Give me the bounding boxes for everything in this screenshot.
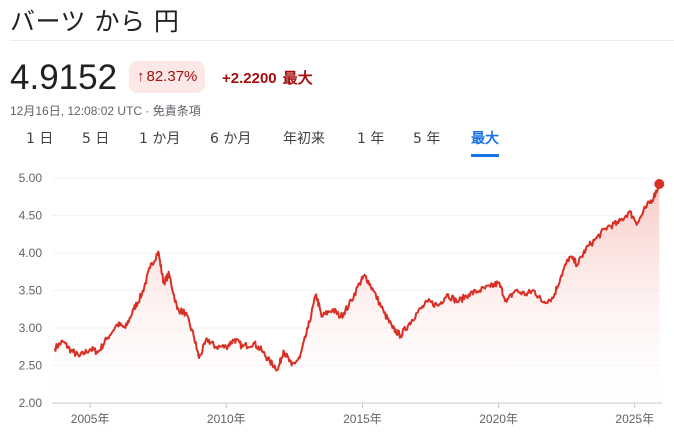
tab-max[interactable]: 最大: [471, 128, 499, 157]
y-tick-label: 2.00: [19, 396, 43, 410]
current-value-marker: [654, 179, 665, 189]
current-price: 4.9152: [10, 58, 118, 97]
timestamp-disclaimer[interactable]: 12月16日, 12:08:02 UTC · 免責条項: [10, 104, 201, 118]
tab-5-year[interactable]: 5 年: [413, 131, 441, 147]
y-tick-label: 2.50: [19, 359, 43, 373]
y-tick-label: 3.00: [19, 321, 43, 335]
change-absolute: +2.2200 最大: [222, 67, 313, 88]
x-tick-label: 2025年: [615, 412, 654, 426]
x-tick-label: 2010年: [207, 412, 246, 426]
time-range-tabs: 1 日 5 日 1 か月 6 か月 年初来 1 年 5 年 最大: [0, 128, 674, 157]
series-line: [53, 183, 661, 372]
y-tick-label: 5.00: [19, 171, 43, 185]
change-percent-badge: ↑ 82.37%: [129, 61, 206, 93]
tab-1-year[interactable]: 1 年: [357, 131, 385, 147]
y-tick-label: 4.00: [19, 246, 43, 260]
tab-6-month[interactable]: 6 か月: [210, 131, 252, 147]
tab-1-month[interactable]: 1 か月: [139, 131, 181, 147]
page-title: バーツ から 円: [10, 7, 180, 36]
change-period: 最大: [282, 70, 313, 87]
x-tick-label: 2015年: [343, 412, 382, 426]
y-tick-label: 3.50: [19, 284, 43, 298]
tab-1-day[interactable]: 1 日: [26, 131, 54, 147]
change-value: +2.2200: [222, 70, 277, 87]
exchange-rate-chart[interactable]: 5.00 4.50 4.00 3.50 3.00 2.50 2.00 2005年 2010年 2…: [0, 160, 674, 448]
y-tick-label: 4.50: [19, 209, 43, 223]
x-tick-label: 2005年: [71, 412, 110, 426]
area-fill: [54, 184, 660, 403]
tab-5-day[interactable]: 5 日: [82, 131, 110, 147]
change-percent: 82.37%: [146, 68, 198, 85]
tab-ytd[interactable]: 年初来: [283, 131, 325, 147]
x-tick-label: 2020年: [479, 412, 518, 426]
title-divider: [10, 40, 674, 41]
up-arrow-icon: ↑: [137, 68, 145, 85]
